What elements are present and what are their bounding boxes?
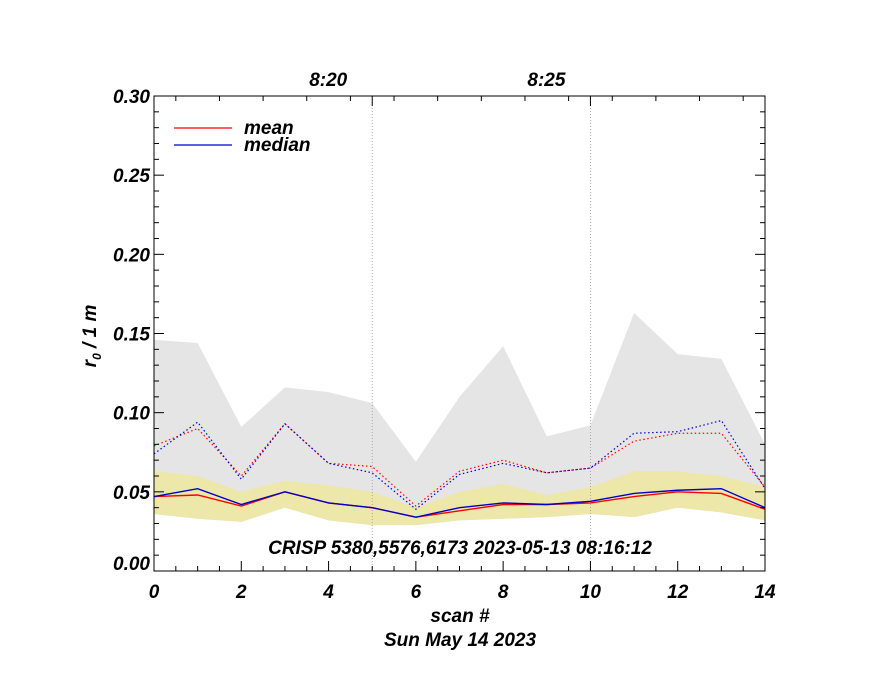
y-axis-title: r0 / 1 m [80, 305, 104, 368]
series-median [153, 487, 766, 518]
x-tick-label: 0 [149, 582, 160, 603]
x-tick-label: 8 [498, 582, 509, 603]
series-median-upper [153, 419, 766, 511]
x-tick-label: 14 [754, 582, 776, 603]
series-mean-upper [153, 422, 766, 507]
y-tick-label: 0.15 [113, 325, 150, 346]
y-tick-label: 0.00 [113, 554, 150, 575]
y-tick-label: 0.10 [113, 404, 150, 425]
axis-labels: 0.00 0.05 0.10 0.15 0.20 0.25 0.30 0 2 4 6 8 10 12 14 [113, 87, 776, 603]
bands-layer [154, 312, 765, 526]
x-tick-label: 10 [580, 582, 602, 603]
x-tick-label: 4 [322, 582, 334, 603]
legend-label-median: median [244, 135, 311, 156]
y-tick-label: 0.30 [113, 87, 150, 108]
band-max-range [154, 312, 765, 526]
axis-ticks [153, 95, 766, 572]
y-tick-label: 0.20 [113, 245, 150, 266]
x-tick-label: 2 [235, 582, 247, 603]
y-axis-title-sub: 0 [90, 353, 104, 360]
time-marker-label: 8:25 [527, 70, 565, 91]
x-tick-label: 6 [411, 582, 422, 603]
chart-annotation: CRISP 5380,5576,6173 2023-05-13 08:16:12 [268, 538, 652, 559]
band-quartile-range [154, 471, 765, 526]
x-axis-title: scan # [430, 606, 490, 627]
date-label: Sun May 14 2023 [384, 630, 537, 651]
y-axis-title-unit: / 1 m [80, 305, 101, 354]
time-marker-lines: 8:20 8:25 [309, 70, 591, 571]
x-tick-label: 12 [667, 582, 689, 603]
y-axis-title-r: r [80, 358, 101, 367]
series-mean [153, 491, 766, 518]
y-tick-label: 0.25 [113, 166, 150, 187]
legend-label-mean: mean [244, 118, 294, 139]
time-marker-label: 8:20 [309, 70, 347, 91]
y-tick-label: 0.05 [113, 483, 150, 504]
series-layer [153, 419, 766, 518]
